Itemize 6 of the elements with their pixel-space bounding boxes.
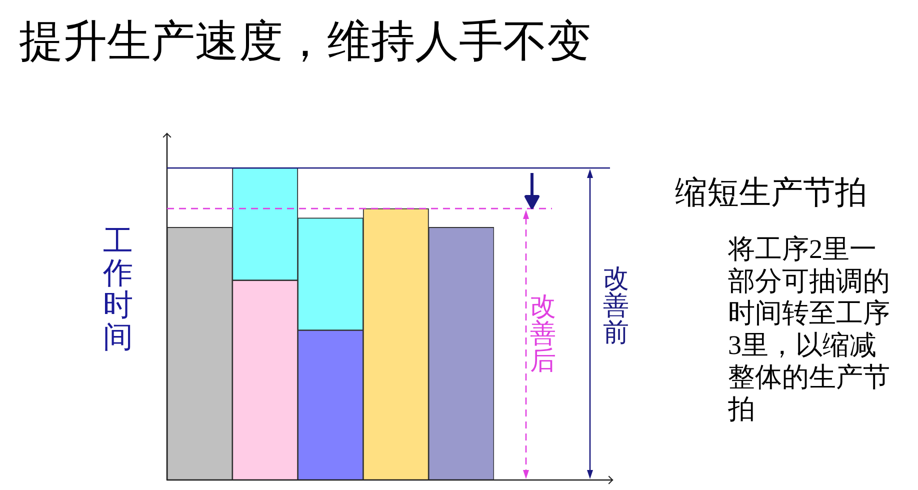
text: 缩短生产节拍	[675, 174, 867, 210]
text: 将工序2里一部分可抽调的时间转至工序3里，以缩减整体的生产节拍	[728, 233, 891, 425]
ref-line-label: 改善后	[530, 292, 556, 375]
y-axis-title: 工作时间	[103, 225, 133, 354]
ref-line-label: 改善前	[603, 264, 629, 347]
chart-title: 提升生产速度，维持人手不变	[19, 17, 591, 66]
